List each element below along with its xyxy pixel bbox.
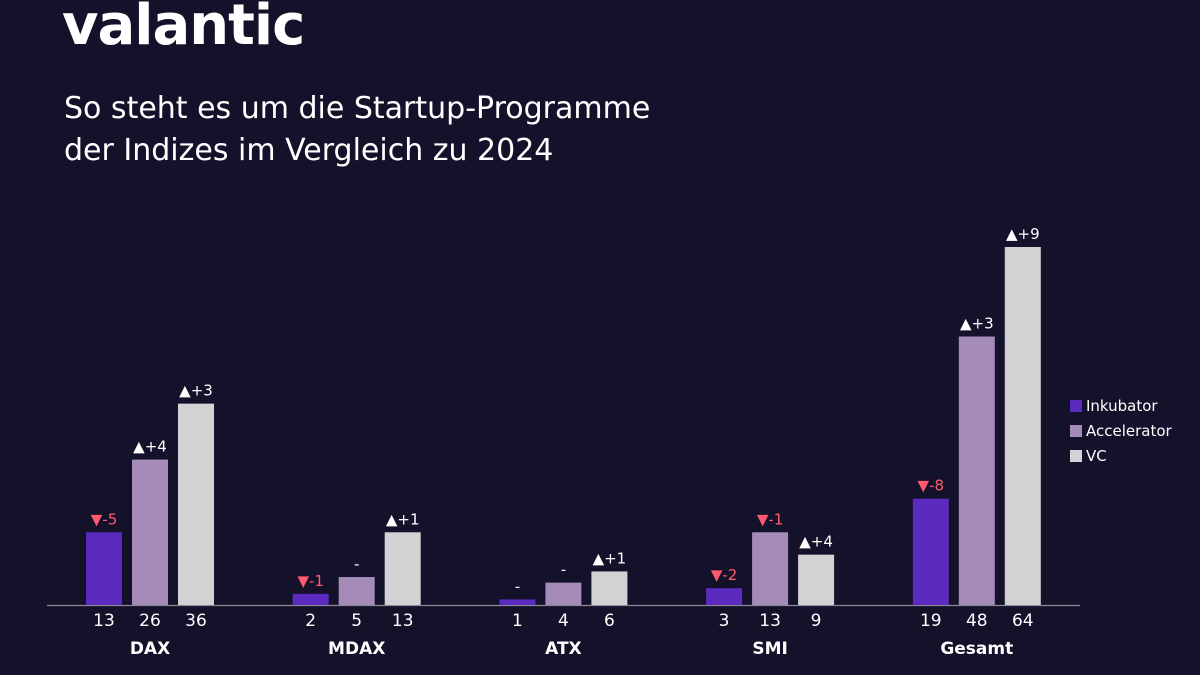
- change-label: ▲+9: [1006, 225, 1040, 243]
- change-label: ▲+1: [386, 510, 420, 528]
- change-label: ▲+3: [179, 382, 213, 400]
- bar: [338, 577, 375, 605]
- category-label: DAX: [130, 639, 170, 659]
- value-label: 3: [719, 611, 730, 631]
- legend-swatch: [1070, 400, 1082, 412]
- value-label: 13: [759, 611, 781, 631]
- bar: [499, 599, 536, 605]
- legend-label: VC: [1086, 447, 1107, 465]
- bar: [591, 571, 628, 605]
- bar: [706, 588, 743, 605]
- legend-swatch: [1070, 425, 1082, 437]
- category-label: MDAX: [328, 639, 385, 659]
- change-label: -: [561, 561, 566, 579]
- bar: [86, 532, 122, 605]
- value-label: 48: [966, 611, 988, 631]
- change-label: ▼-1: [297, 572, 324, 590]
- bar: [798, 554, 835, 605]
- chart-title: der Indizes im Vergleich zu 2024: [64, 133, 553, 168]
- bar: [384, 532, 421, 605]
- value-label: 5: [351, 611, 362, 631]
- value-label: 9: [811, 611, 822, 631]
- change-label: ▼-1: [757, 510, 784, 528]
- value-label: 13: [93, 611, 115, 631]
- value-label: 2: [305, 611, 316, 631]
- change-label: -: [515, 577, 520, 595]
- bar: [912, 498, 949, 605]
- value-label: 13: [392, 611, 414, 631]
- legend-swatch: [1070, 450, 1082, 462]
- legend-label: Inkubator: [1086, 397, 1158, 415]
- bar: [178, 403, 214, 605]
- change-label: ▲+1: [593, 549, 627, 567]
- change-label: ▲+4: [799, 533, 833, 551]
- category-label: SMI: [752, 639, 788, 659]
- value-label: 4: [558, 611, 569, 631]
- value-label: 6: [604, 611, 615, 631]
- category-label: Gesamt: [940, 639, 1013, 659]
- value-label: 36: [185, 611, 207, 631]
- value-label: 1: [512, 611, 523, 631]
- value-label: 19: [920, 611, 942, 631]
- value-label: 26: [139, 611, 161, 631]
- change-label: ▼-2: [711, 566, 738, 584]
- bar: [752, 532, 789, 605]
- chart-title: So steht es um die Startup-Programme: [64, 91, 650, 126]
- logo: valantic: [62, 0, 304, 58]
- change-label: ▲+4: [133, 438, 167, 456]
- change-label: ▼-5: [91, 510, 118, 528]
- bar: [1004, 247, 1041, 605]
- change-label: ▲+3: [960, 315, 994, 333]
- legend-label: Accelerator: [1086, 422, 1173, 440]
- bar: [292, 593, 329, 605]
- change-label: ▼-8: [918, 477, 945, 495]
- bar: [132, 459, 168, 605]
- category-label: ATX: [545, 639, 582, 659]
- value-label: 64: [1012, 611, 1034, 631]
- change-label: -: [354, 555, 359, 573]
- bar: [545, 582, 582, 605]
- bar: [958, 336, 995, 605]
